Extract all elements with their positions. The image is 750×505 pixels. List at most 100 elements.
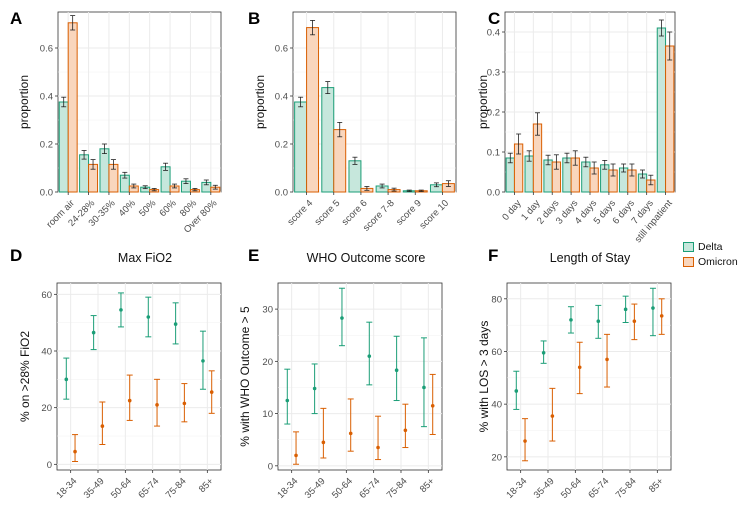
legend-label-omicron: Omicron (698, 256, 738, 268)
panel-e-xtick-label: 65-74 (357, 476, 382, 501)
panel-e-xtick-label: 18-34 (275, 476, 300, 501)
panel-f-ylabel: % with LOS > 3 days (477, 321, 491, 433)
legend-swatch-omicron (683, 257, 694, 267)
panel-c-ytick-label: 0.3 (487, 68, 500, 79)
panel-c-ytick-label: 0.2 (487, 108, 500, 119)
panel-b-ytick-label: 0.0 (275, 188, 288, 199)
point-e-delta (422, 385, 426, 390)
legend-label-delta: Delta (698, 241, 723, 253)
panel-d-xtick-label: 75-84 (164, 476, 189, 501)
point-d-delta (91, 330, 96, 335)
panel-d-letter: D (10, 246, 22, 265)
panel-e-xtick-label: 50-64 (330, 476, 355, 501)
point-f-delta (514, 389, 519, 393)
panel-a-xtick-label: 50% (137, 197, 159, 219)
panel-f-xtick-label: 35-49 (532, 476, 557, 501)
panel-d-title: Max FiO2 (118, 251, 172, 265)
panel-b-ytick-label: 0.4 (275, 92, 288, 103)
panel-e-background (277, 282, 443, 471)
point-d-delta (146, 315, 151, 319)
bar-b-delta (294, 101, 308, 193)
panel-d-ylabel: % on >28% FiO2 (18, 331, 32, 422)
panel-f-xtick-label: 50-64 (559, 476, 584, 501)
bar-b-omicron (333, 129, 347, 193)
panel-f-ytick-label: 80 (491, 294, 502, 305)
bar-c-omicron (665, 45, 675, 193)
point-e-delta (394, 368, 399, 373)
panel-a-ytick-label: 0.0 (40, 188, 53, 199)
point-d-delta (201, 359, 205, 363)
panel-e-title: WHO Outcome score (307, 251, 426, 265)
panel-d-xtick-label: 35-49 (82, 476, 107, 501)
point-e-omicron (430, 403, 435, 408)
panel-e-ytick-label: 10 (262, 409, 273, 420)
panel-e-xtick-label: 75-84 (385, 476, 410, 501)
point-f-omicron (523, 439, 527, 443)
panel-a-letter: A (10, 9, 22, 28)
point-e-delta (312, 386, 317, 391)
point-e-omicron (321, 440, 326, 445)
panel-d-xtick-label: 85+ (197, 476, 216, 495)
point-e-delta (367, 354, 372, 358)
panel-f-background (506, 282, 672, 471)
panel-a-xtick-label: 40% (117, 197, 139, 219)
panel-e-xtick-label: 35-49 (303, 476, 328, 501)
point-f-omicron (605, 357, 609, 362)
point-d-omicron (155, 403, 159, 407)
panel-a-ytick-label: 0.4 (40, 92, 53, 103)
point-f-delta (569, 318, 573, 322)
panel-c-ylabel: proportion (476, 75, 490, 129)
bar-b-omicron (306, 27, 320, 193)
panel-a-ytick-label: 0.2 (40, 140, 53, 151)
panel-f-title: Length of Stay (550, 251, 631, 265)
bar-c-delta (656, 27, 667, 193)
panel-a-ylabel: proportion (17, 75, 31, 129)
panel-f-ytick-label: 40 (491, 400, 502, 411)
panel-d-ytick-label: 0 (47, 460, 52, 471)
bar-a-delta (79, 154, 90, 193)
bar-b-delta (348, 160, 362, 193)
panel-b-xtick-label: score 10 (418, 198, 452, 232)
panel-b-ylabel: proportion (253, 75, 267, 129)
panel-b-xtick-label: score 4 (285, 198, 315, 228)
panel-d-xtick-label: 18-34 (54, 476, 79, 501)
panel-c-xtick-label: 0 day (500, 198, 524, 223)
point-e-omicron (376, 445, 380, 450)
panel-c-letter: C (488, 9, 500, 28)
panel-b-ytick-label: 0.6 (275, 44, 288, 55)
panel-f-letter: F (488, 246, 498, 265)
panel-b-ytick-label: 0.2 (275, 140, 288, 151)
panel-d-ytick-label: 20 (41, 403, 52, 414)
panel-d-xtick-label: 65-74 (136, 476, 161, 501)
panel-f-xtick-label: 65-74 (586, 476, 611, 501)
panel-a-ytick-label: 0.6 (40, 44, 53, 55)
bar-a-delta (58, 101, 69, 193)
legend-item-omicron: Omicron (683, 255, 747, 269)
point-d-omicron (209, 390, 214, 394)
panel-d-ytick-label: 40 (41, 347, 52, 358)
bar-a-delta (99, 148, 110, 193)
point-f-omicron (577, 365, 582, 370)
point-d-delta (119, 308, 123, 312)
panel-f-xtick-label: 18-34 (504, 476, 529, 501)
point-e-omicron (403, 428, 408, 433)
bar-a-omicron (67, 22, 78, 193)
point-d-omicron (100, 424, 105, 428)
point-d-omicron (127, 398, 132, 403)
point-e-omicron (294, 453, 298, 458)
point-f-delta (651, 306, 655, 310)
point-e-delta (285, 398, 290, 403)
panel-e-letter: E (248, 246, 259, 265)
legend-item-delta: Delta (683, 240, 747, 254)
bar-b-delta (321, 87, 335, 193)
panel-e-ylabel: % with WHO Outcome > 5 (238, 306, 252, 447)
point-e-omicron (348, 431, 353, 436)
panel-e-ytick-label: 30 (262, 305, 273, 316)
panel-d-xtick-label: 50-64 (109, 476, 134, 501)
point-d-omicron (73, 449, 77, 454)
point-f-delta (541, 350, 546, 355)
point-e-delta (340, 316, 344, 320)
panel-e-ytick-label: 0 (268, 461, 273, 472)
panel-c-ytick-label: 0.1 (487, 148, 500, 159)
